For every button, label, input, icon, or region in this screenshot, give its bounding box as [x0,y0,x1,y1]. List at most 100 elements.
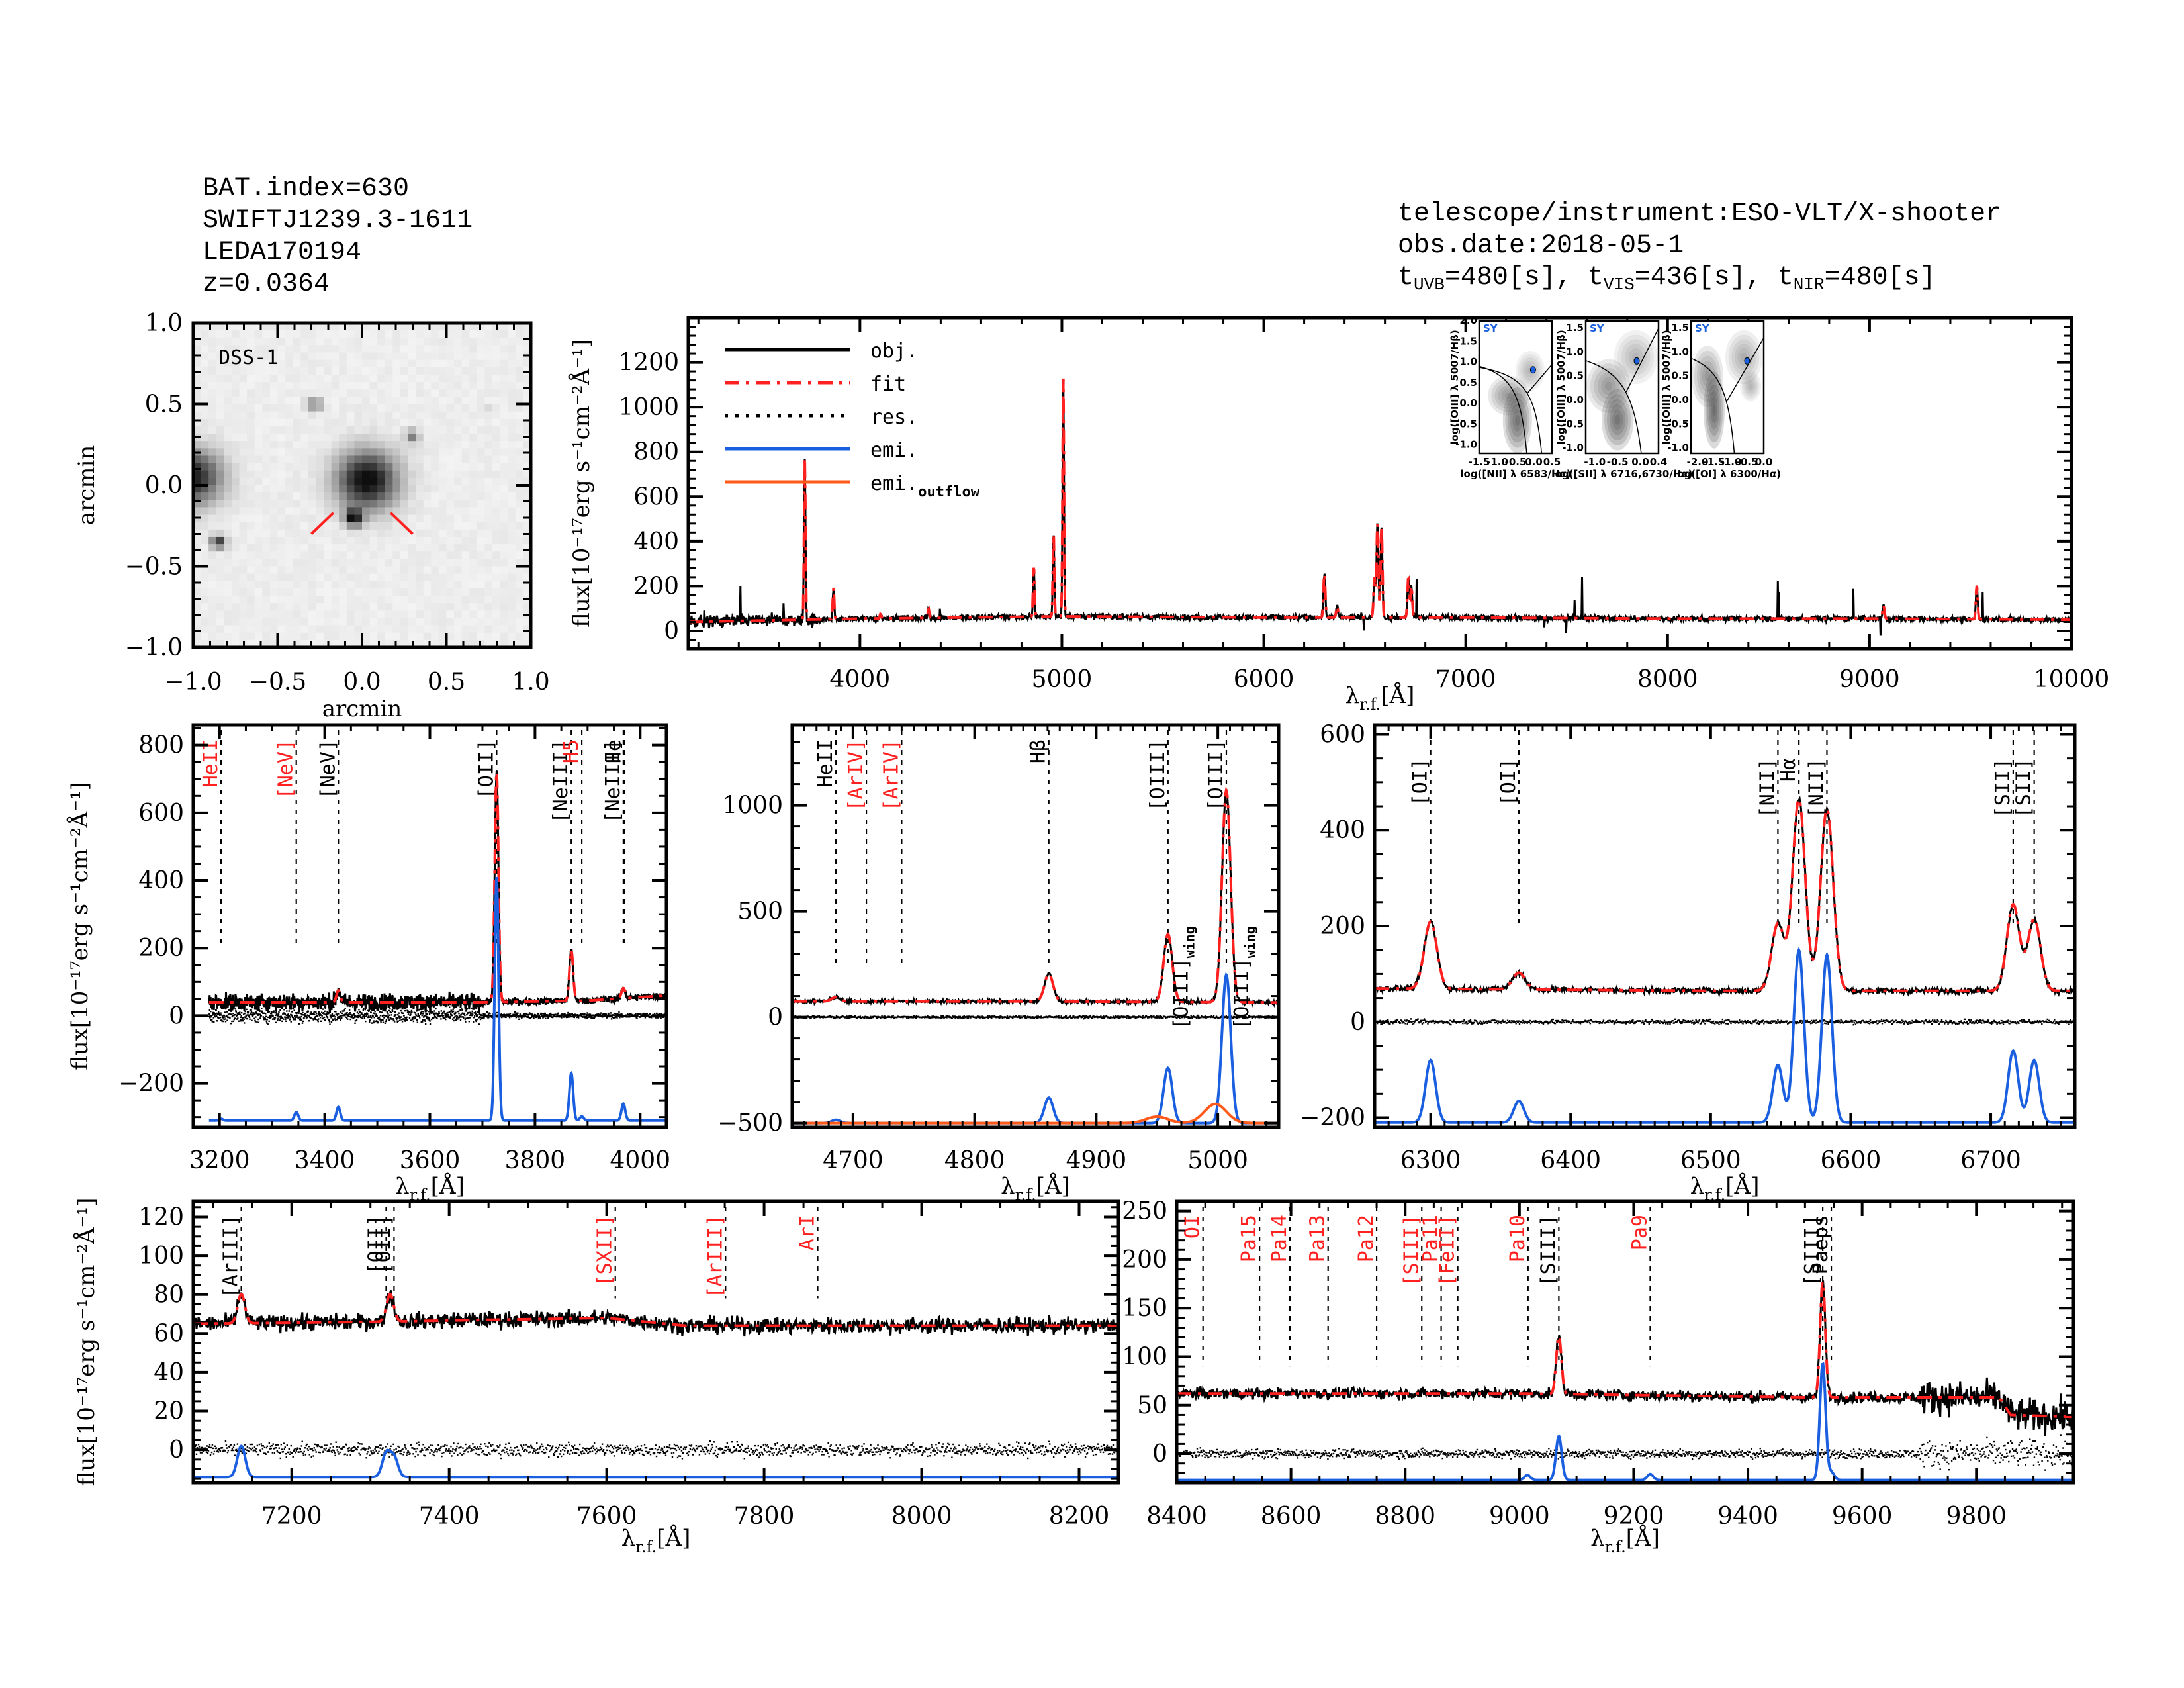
residual-point [437,1015,439,1018]
y-tick-label: 0.0 [145,472,183,499]
image-pixel [500,411,508,420]
image-pixel [331,573,340,582]
image-pixel [477,411,486,420]
image-pixel [231,632,240,641]
image-pixel [308,352,317,361]
residual-point [927,1015,929,1017]
residual-point [577,1017,580,1019]
image-pixel [416,639,424,647]
residual-point [396,1017,398,1019]
residual-point [1145,1015,1148,1017]
residual-point [1187,1017,1189,1019]
image-pixel [515,536,524,545]
image-pixel [254,463,263,471]
image-pixel [416,389,424,397]
image-pixel [484,485,493,493]
image-pixel [293,338,301,346]
image-pixel [477,573,486,582]
image-pixel [392,625,401,633]
residual-point [864,1017,866,1019]
residual-point [379,1018,381,1020]
image-pixel [324,470,332,479]
image-pixel [293,418,301,427]
residual-point [833,1016,835,1018]
image-pixel [216,536,224,545]
residual-point [228,1013,230,1015]
image-pixel [385,404,393,412]
image-pixel [461,536,470,545]
residual-point [341,1017,343,1019]
image-pixel [277,632,286,641]
image-pixel [231,323,240,331]
residual-point [966,1015,968,1017]
x-tick-label: 3200 [189,1147,250,1174]
image-pixel [239,441,248,449]
density-contour [1745,378,1756,394]
residual-point [1006,1017,1008,1019]
image-pixel [431,330,439,338]
image-pixel [392,536,401,545]
image-pixel [454,367,463,375]
image-pixel [354,389,363,397]
image-pixel [354,404,363,412]
image-pixel [201,625,209,633]
image-pixel [416,374,424,383]
residual-point [393,1015,395,1017]
image-pixel [216,610,224,619]
image-pixel [408,485,416,493]
residual-point [208,1009,211,1011]
image-pixel [316,389,324,397]
residual-point [310,1011,312,1013]
residual-point [256,1021,258,1023]
residual-point [505,1016,507,1019]
image-pixel [454,455,463,464]
image-pixel [324,448,332,457]
residual-point [448,1006,451,1008]
density-contour [1518,354,1543,387]
image-pixel [454,418,463,427]
image-pixel [247,434,255,442]
image-pixel [492,566,501,575]
image-pixel [423,477,432,486]
image-pixel [208,639,217,647]
image-pixel [254,382,263,390]
image-pixel [469,492,478,500]
image-pixel [339,514,347,523]
image-pixel [239,551,248,559]
image-pixel [262,485,271,493]
image-pixel [508,455,516,464]
residual-point [911,1015,913,1018]
image-pixel [216,434,224,442]
image-pixel [277,514,286,523]
image-pixel [216,463,224,471]
image-pixel [285,330,294,338]
image-pixel [324,441,332,449]
image-pixel [231,492,240,500]
image-pixel [515,522,524,530]
image-pixel [331,618,340,626]
image-pixel [416,581,424,589]
image-pixel [446,529,455,538]
residual-point [416,1019,418,1021]
image-pixel [362,529,371,538]
image-pixel [293,374,301,383]
image-pixel [254,418,263,427]
image-pixel [377,581,386,589]
image-pixel [438,507,447,516]
image-pixel [346,551,355,559]
image-pixel [354,492,363,500]
residual-point [882,1016,885,1019]
image-pixel [224,566,232,575]
image-pixel [477,596,486,604]
target-marker-left [310,512,335,535]
residual-point [379,1011,381,1013]
image-pixel [438,345,447,353]
image-pixel [208,359,217,368]
residual-point [516,1015,518,1017]
image-pixel [408,588,416,596]
image-pixel [316,345,324,353]
image-pixel [193,492,202,500]
image-pixel [346,596,355,604]
image-pixel [239,529,248,538]
image-pixel [308,544,317,552]
